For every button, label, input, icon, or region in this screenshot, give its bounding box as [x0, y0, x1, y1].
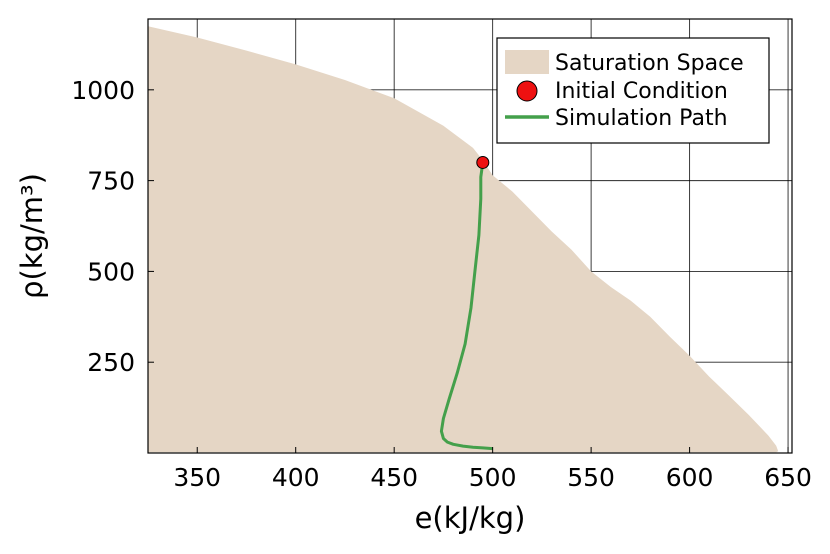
legend-label-initial-condition: Initial Condition	[555, 79, 728, 104]
x-axis-ticks: 350 400 450 500 550 600 650	[173, 447, 812, 492]
legend-label-simulation-path: Simulation Path	[555, 106, 728, 131]
simulation-path-line	[439, 162, 493, 451]
legend-swatch-initial-condition	[516, 80, 538, 102]
y-axis-ticks: 250 500 750 1000	[71, 76, 154, 377]
y-tick-label-250: 250	[87, 348, 135, 377]
legend-swatch-saturation-space	[505, 50, 549, 74]
x-tick-label-400: 400	[272, 463, 320, 492]
y-axis-label: ρ(kg/m³)	[15, 173, 49, 299]
plot-frame	[147, 18, 793, 454]
y-tick-label-1000: 1000	[71, 76, 135, 105]
x-tick-label-650: 650	[764, 463, 812, 492]
initial-condition-point	[476, 155, 490, 169]
x-tick-label-450: 450	[370, 463, 418, 492]
y-tick-label-500: 500	[87, 257, 135, 286]
x-tick-label-350: 350	[173, 463, 221, 492]
x-tick-label-500: 500	[469, 463, 517, 492]
y-tick-label-750: 750	[87, 167, 135, 196]
series-layer	[148, 26, 779, 453]
x-tick-label-550: 550	[567, 463, 615, 492]
legend-label-saturation-space: Saturation Space	[555, 51, 744, 76]
saturation-space-area	[148, 26, 779, 453]
legend: Saturation Space Initial Condition Simul…	[496, 37, 770, 144]
x-tick-label-600: 600	[666, 463, 714, 492]
x-axis-label: e(kJ/kg)	[415, 501, 526, 535]
